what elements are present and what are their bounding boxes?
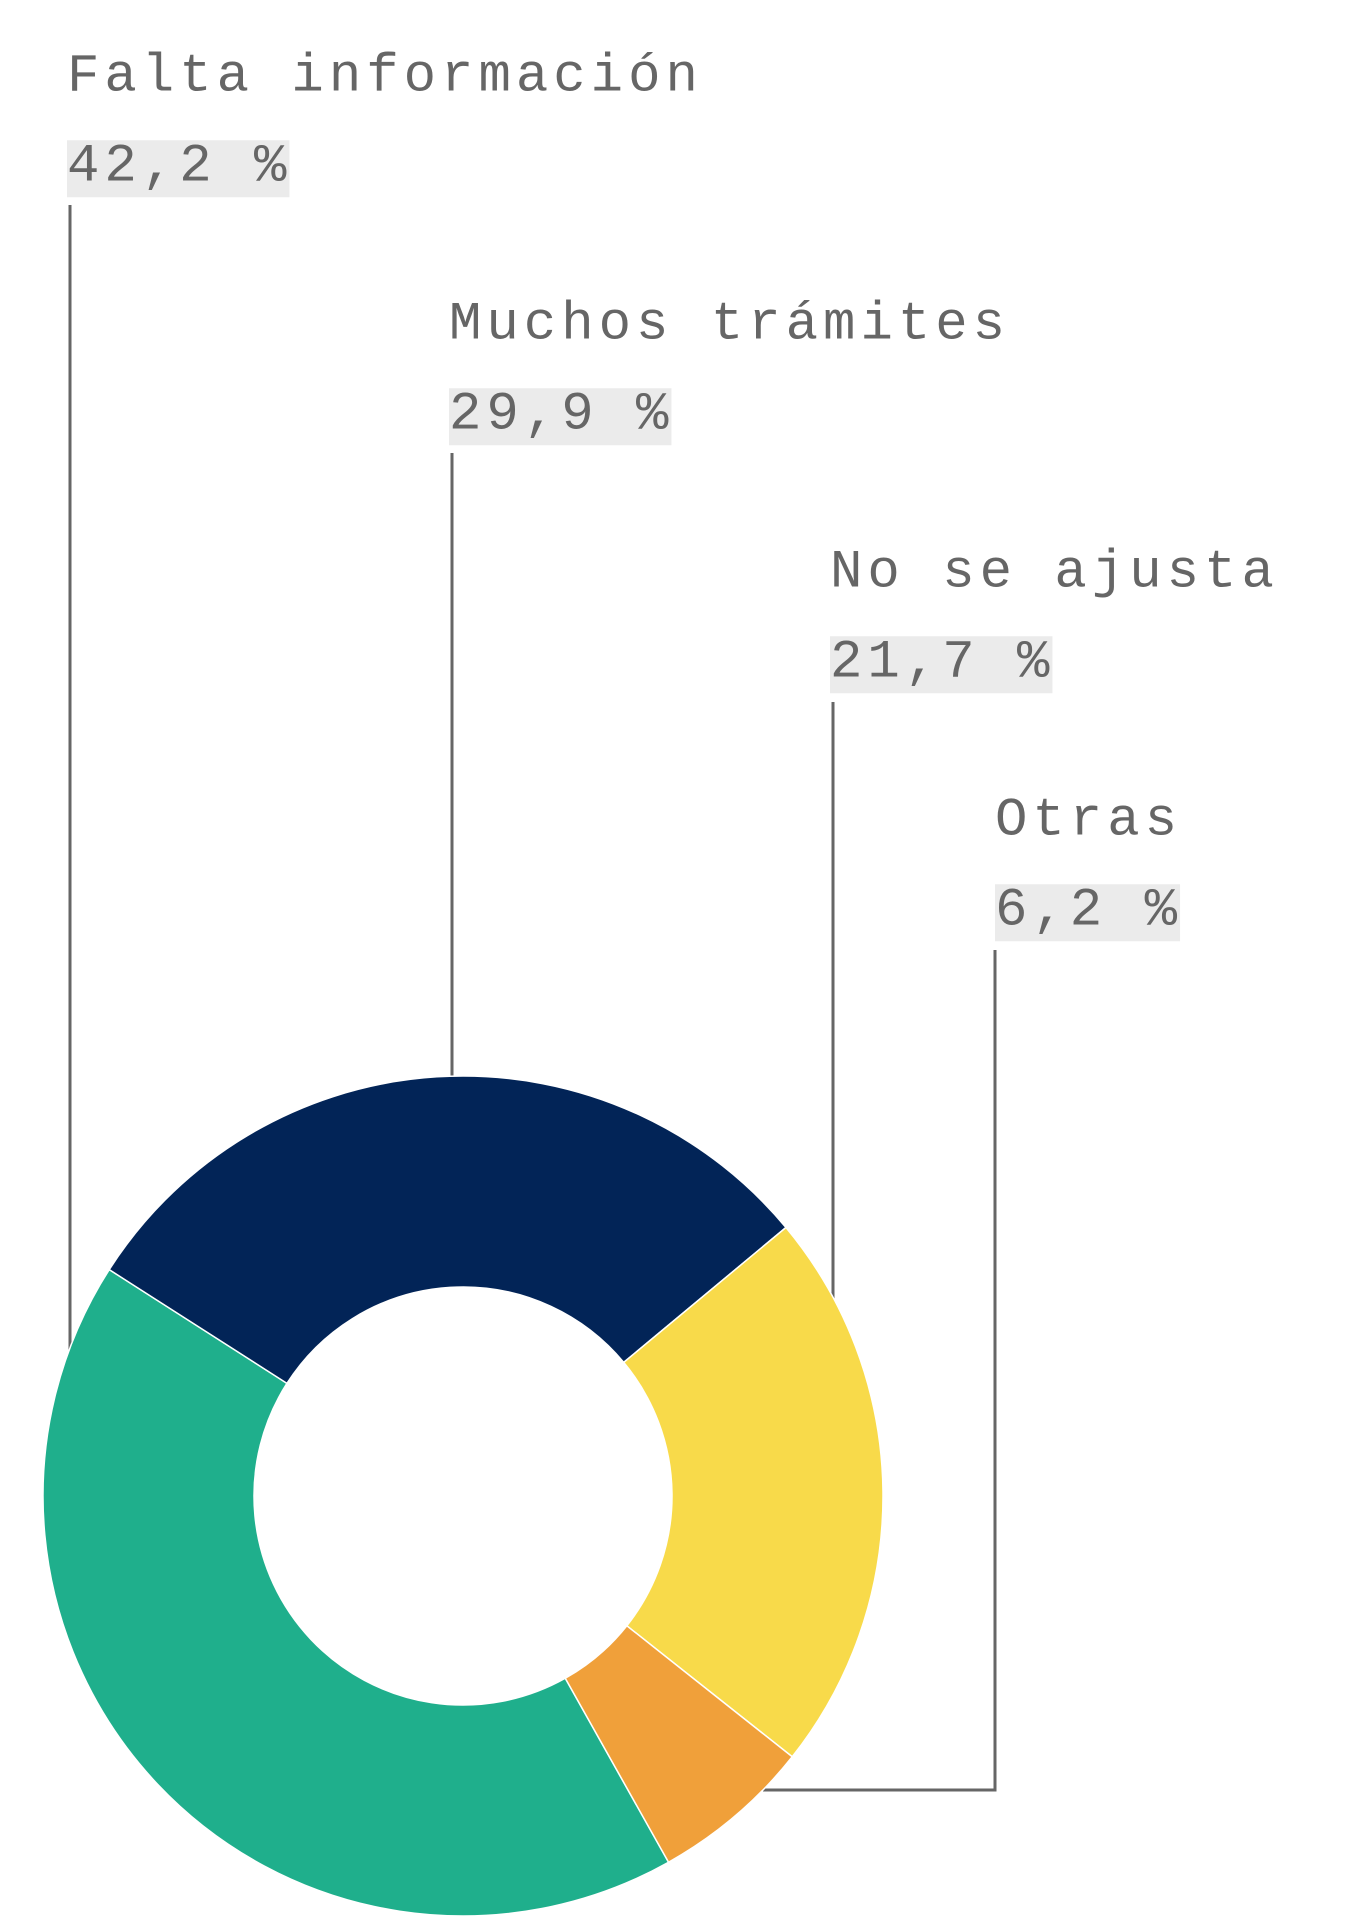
category-label: No se ajusta <box>830 542 1279 603</box>
category-label: Falta información <box>67 46 703 107</box>
value-label-bg <box>995 884 1181 942</box>
value-label: 29,9 % <box>449 384 673 445</box>
donut-segment <box>108 1075 788 1385</box>
value-label: 42,2 % <box>67 136 291 197</box>
leader-line <box>763 950 997 1792</box>
donut-segment <box>622 1226 884 1758</box>
value-label-bg <box>67 140 290 198</box>
leader-lines <box>68 205 997 1792</box>
value-label: 6,2 % <box>995 880 1182 941</box>
donut-segment <box>564 1624 794 1864</box>
category-label: Otras <box>995 790 1182 851</box>
value-label-bg <box>449 388 672 446</box>
labels: Falta información 42,2 % Muchos trámites 29… <box>67 46 1279 942</box>
value-label: 21,7 % <box>830 632 1054 693</box>
value-label-bg <box>830 636 1053 694</box>
donut <box>42 1075 884 1917</box>
donut-segment <box>42 1268 670 1917</box>
category-label: Muchos trámites <box>449 294 1010 355</box>
